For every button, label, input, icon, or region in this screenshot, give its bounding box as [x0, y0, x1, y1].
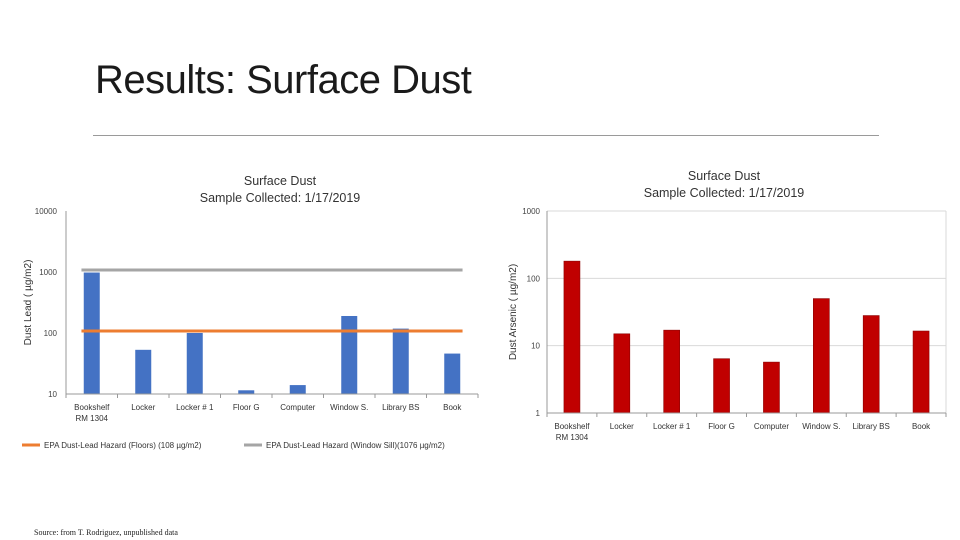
lead-category-label: Floor G: [233, 403, 260, 412]
title-divider: [93, 135, 879, 136]
lead-chart-title-line1: Surface Dust: [243, 174, 317, 188]
lead-y-tick-label: 100: [44, 329, 58, 338]
arsenic-y-tick-label: 10: [531, 342, 540, 351]
lead-bar: [392, 328, 409, 394]
lead-bar: [341, 315, 358, 394]
lead-category-label: Book: [443, 403, 462, 412]
lead-category-label: Locker # 1: [176, 403, 214, 412]
arsenic-y-tick-label: 1000: [522, 207, 540, 216]
lead-chart-title-line2: Sample Collected: 1/17/2019: [199, 191, 361, 205]
arsenic-category-label: Floor G: [708, 422, 735, 431]
lead-y-tick-label: 10000: [35, 207, 58, 216]
lead-y-tick-label: 1000: [39, 268, 57, 277]
arsenic-bar: [763, 361, 780, 414]
arsenic-category-label: Locker: [610, 422, 634, 431]
lead-bar: [238, 390, 255, 394]
lead-bar: [444, 353, 461, 394]
lead-category-label: RM 1304: [76, 414, 109, 423]
lead-bar: [83, 272, 100, 394]
lead-category-label: Locker: [131, 403, 155, 412]
arsenic-bar: [813, 298, 830, 414]
lead-bar: [186, 333, 203, 394]
lead-category-label: Computer: [280, 403, 315, 412]
arsenic-category-label: Library BS: [853, 422, 890, 431]
lead-category-label: Window S.: [330, 403, 368, 412]
source-note: Source: from T. Rodriguez, unpublished d…: [34, 528, 178, 537]
slide-title: Results: Surface Dust: [95, 58, 472, 102]
lead-category-label: Library BS: [382, 403, 419, 412]
arsenic-category-label: Locker # 1: [653, 422, 691, 431]
arsenic-chart-title-line2: Sample Collected: 1/17/2019: [643, 186, 805, 200]
lead-legend-label-sill: EPA Dust-Lead Hazard (Window Sill)(1076 …: [266, 441, 445, 450]
arsenic-category-label: Window S.: [802, 422, 840, 431]
arsenic-y-axis-label: Dust Arsenic ( µg/m2): [508, 264, 519, 360]
arsenic-y-tick-label: 100: [527, 274, 541, 283]
lead-bar: [135, 349, 152, 394]
arsenic-category-label: Computer: [754, 422, 789, 431]
arsenic-category-label: Book: [912, 422, 931, 431]
lead-legend-label-floors: EPA Dust-Lead Hazard (Floors) (108 µg/m2…: [44, 441, 202, 450]
arsenic-category-label: RM 1304: [556, 433, 589, 442]
arsenic-bar: [563, 260, 581, 414]
arsenic-bar: [713, 358, 730, 414]
arsenic-chart-title-line1: Surface Dust: [687, 169, 761, 183]
arsenic-bar: [613, 333, 631, 414]
lead-chart-title: Surface Dust Sample Collected: 1/17/2019: [140, 173, 420, 207]
arsenic-bar: [862, 315, 880, 414]
lead-y-tick-label: 10: [48, 390, 57, 399]
lead-category-label: Bookshelf: [74, 403, 110, 412]
lead-y-axis-label: Dust Lead ( µg/m2): [23, 260, 34, 346]
lead-bar: [289, 385, 306, 394]
arsenic-category-label: Bookshelf: [554, 422, 590, 431]
arsenic-y-tick-label: 1: [536, 409, 541, 418]
arsenic-chart-title: Surface Dust Sample Collected: 1/17/2019: [584, 168, 864, 202]
arsenic-bar: [912, 330, 930, 414]
arsenic-bar: [663, 329, 680, 414]
